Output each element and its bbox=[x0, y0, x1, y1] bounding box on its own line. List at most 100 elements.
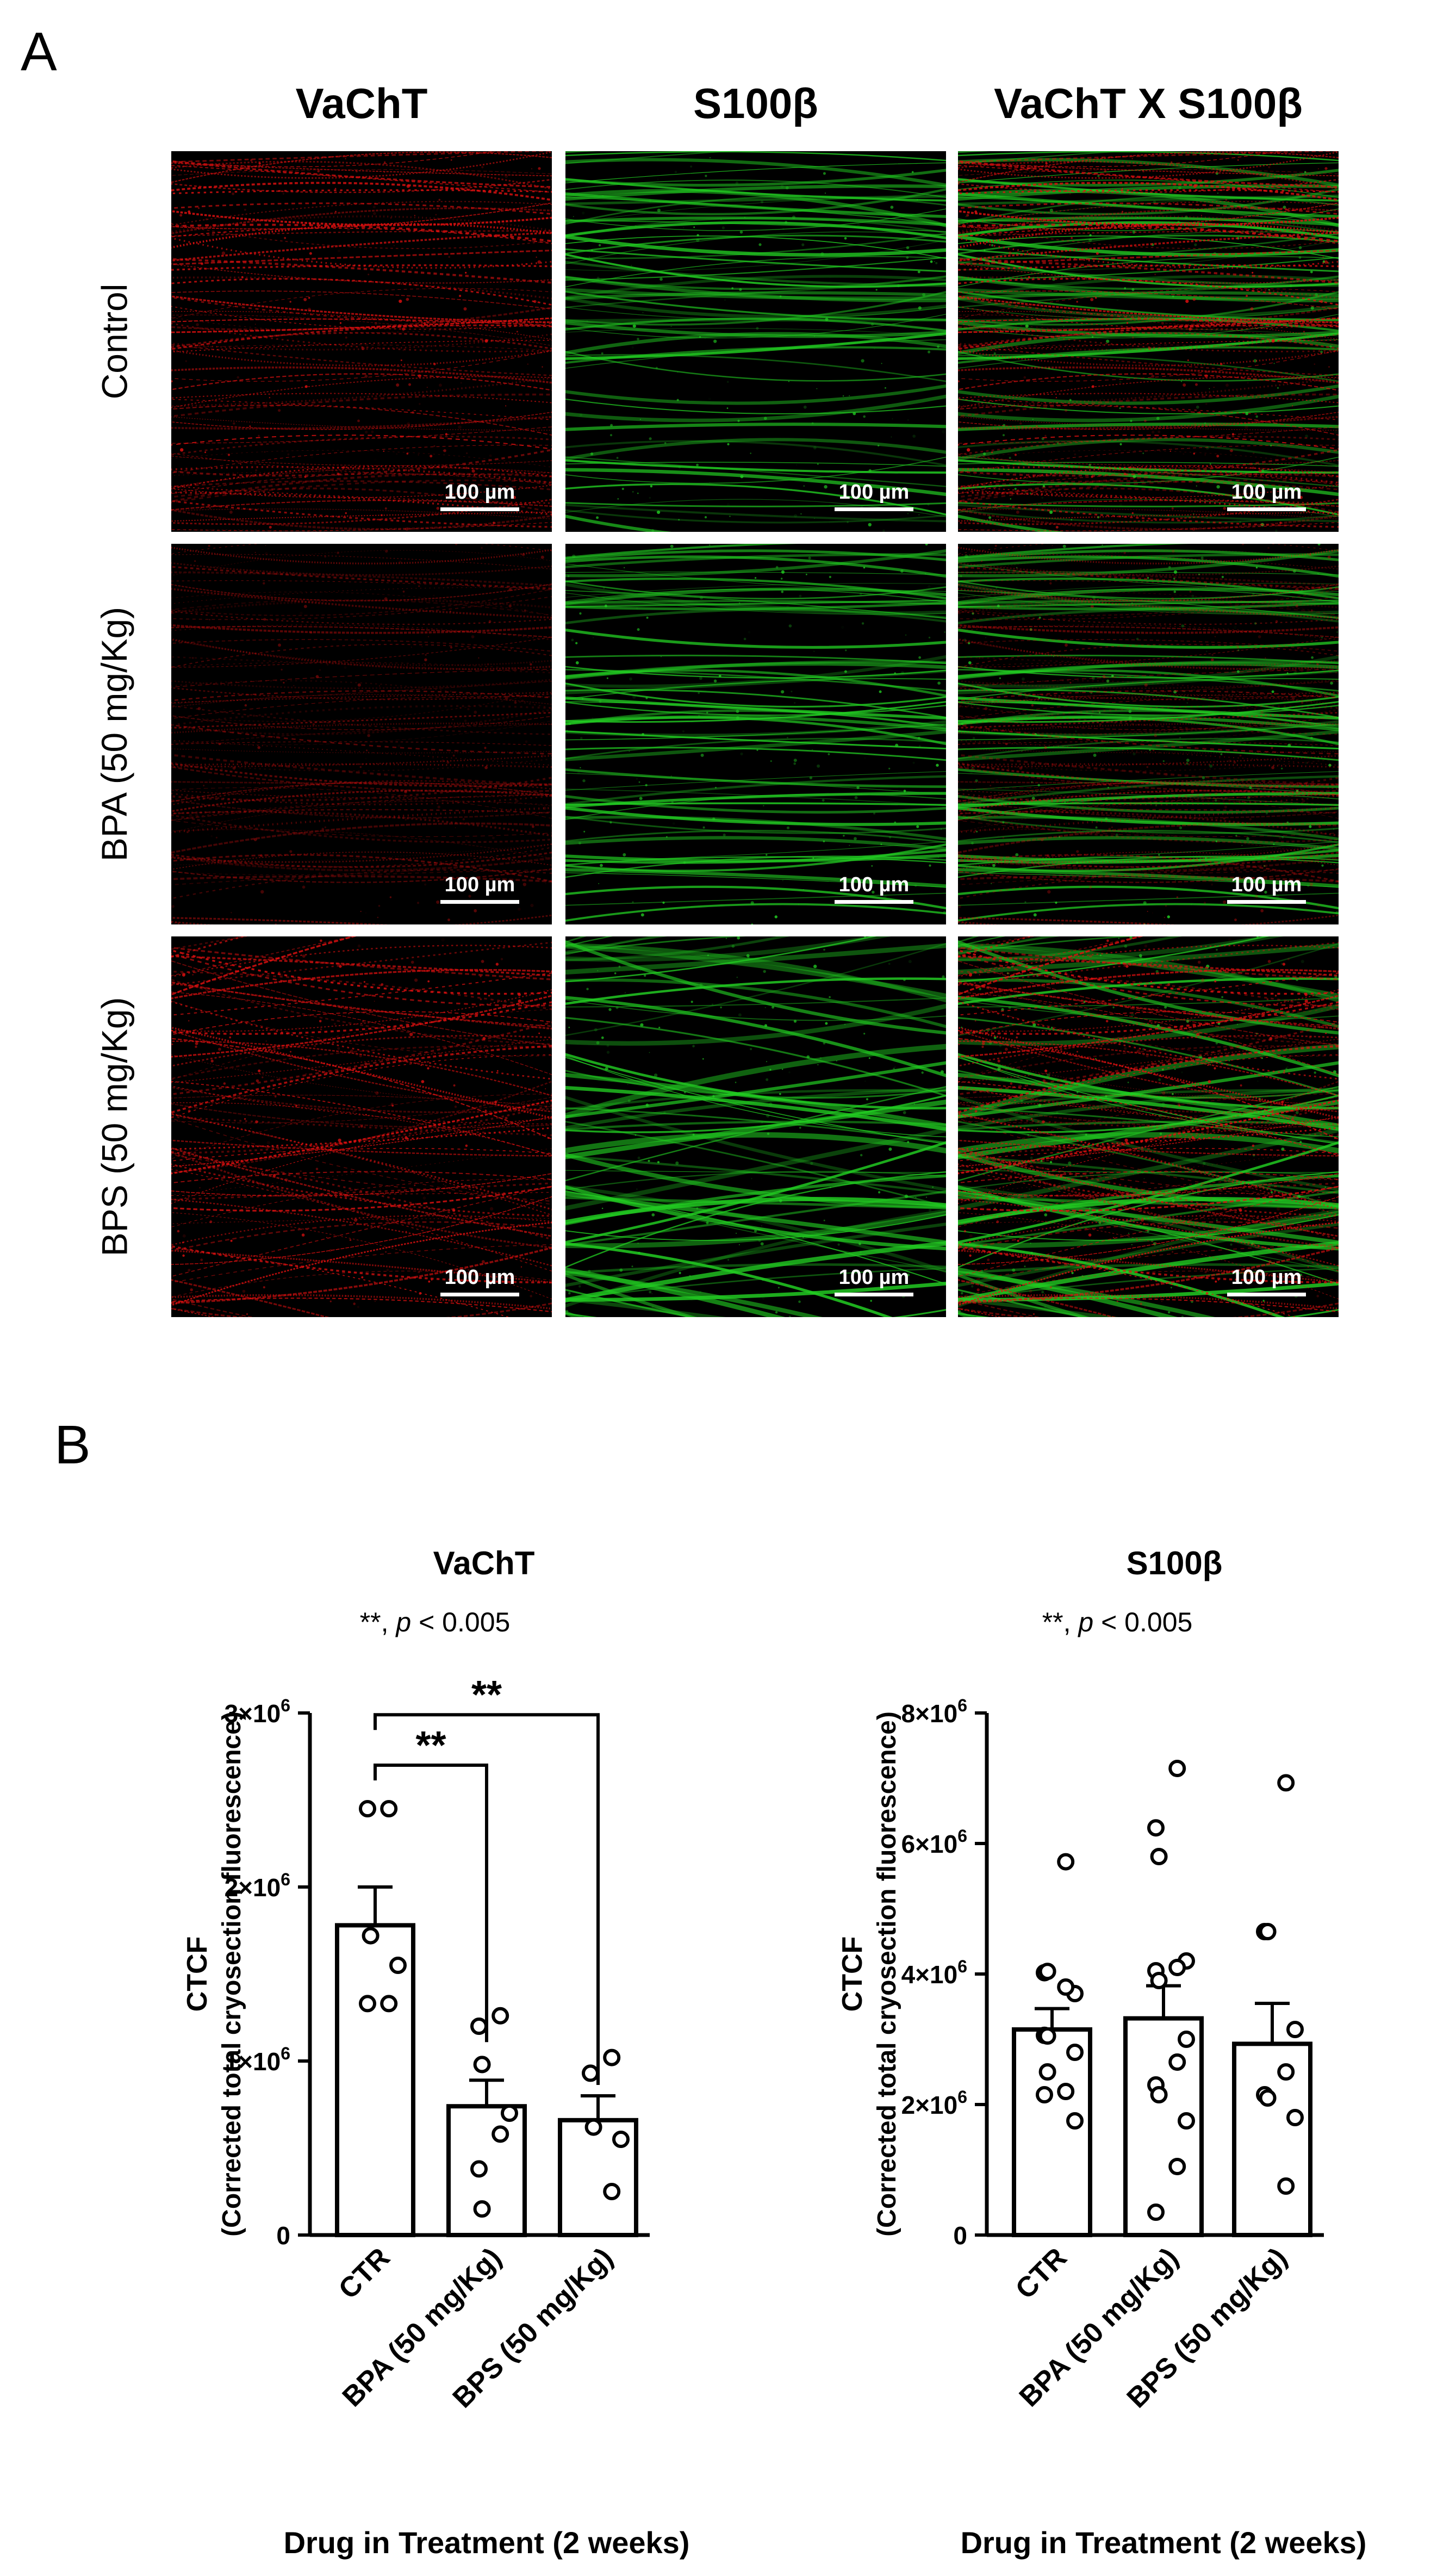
micrograph-bpa-s100b: 100 µm bbox=[565, 544, 946, 924]
data-point-s100b bbox=[1178, 2031, 1195, 2048]
micrograph-bps-s100b: 100 µm bbox=[565, 936, 946, 1317]
scale-bar-label: 100 µm bbox=[444, 481, 515, 504]
data-point-vacht bbox=[491, 2125, 509, 2143]
data-point-s100b bbox=[1286, 2021, 1304, 2038]
data-point-vacht bbox=[359, 1995, 376, 2013]
data-point-vacht bbox=[470, 2018, 488, 2035]
data-point-s100b bbox=[1066, 2044, 1084, 2061]
y-tick-label-vacht: 3×106 bbox=[225, 1696, 290, 1728]
scale-bar-line bbox=[835, 507, 913, 511]
scale-bar: 100 µm bbox=[440, 1266, 519, 1296]
scale-bar-label: 100 µm bbox=[444, 1266, 515, 1289]
scale-bar-label: 100 µm bbox=[838, 1266, 910, 1289]
significance-stars-vacht: ** bbox=[415, 1724, 446, 1767]
chart-title-s100b: S100β bbox=[1127, 1545, 1223, 1581]
data-point-s100b bbox=[1057, 2083, 1075, 2100]
scale-bar: 100 µm bbox=[440, 481, 519, 511]
data-point-vacht bbox=[380, 1800, 398, 1817]
scale-bar: 100 µm bbox=[1227, 873, 1306, 904]
chart-title-vacht: VaChT bbox=[433, 1545, 535, 1581]
y-axis-sublabel-vacht: (Corrected total cryosection fluorescenc… bbox=[217, 1711, 246, 2237]
data-point-s100b bbox=[1038, 2063, 1056, 2081]
y-tick-label-s100b: 6×106 bbox=[901, 1826, 967, 1858]
x-tick-label-vacht: CTR bbox=[333, 2242, 396, 2305]
x-axis-label-vacht: Drug in Treatment (2 weeks) bbox=[284, 2525, 690, 2560]
scale-bar: 100 µm bbox=[835, 873, 913, 904]
data-point-vacht bbox=[362, 1927, 379, 1945]
data-point-s100b bbox=[1147, 2203, 1165, 2221]
y-tick-label-vacht: 1×106 bbox=[225, 2044, 290, 2076]
y-axis-label-s100b: CTCF bbox=[837, 1936, 868, 2012]
significance-bracket-vacht bbox=[374, 1764, 488, 2043]
data-point-vacht bbox=[473, 2056, 491, 2074]
bar-s100b bbox=[1232, 2041, 1312, 2237]
data-point-s100b bbox=[1150, 2086, 1168, 2103]
significance-bracket-vacht bbox=[374, 1713, 600, 2085]
data-point-s100b bbox=[1057, 1853, 1075, 1871]
micrograph-control-s100b: 100 µm bbox=[565, 151, 946, 532]
scale-bar-line bbox=[440, 1293, 519, 1296]
column-title-vacht: VaChT bbox=[295, 79, 428, 127]
x-tick-label-s100b: CTR bbox=[1010, 2242, 1073, 2305]
scale-bar-line bbox=[1227, 1293, 1306, 1296]
data-point-vacht bbox=[584, 2118, 602, 2136]
scale-bar: 100 µm bbox=[835, 1266, 913, 1296]
column-title-s100b: S100β bbox=[693, 79, 818, 127]
scale-bar-line bbox=[835, 900, 913, 904]
scale-bar-label: 100 µm bbox=[838, 873, 910, 896]
data-point-s100b bbox=[1038, 1963, 1056, 1981]
data-point-s100b bbox=[1168, 1760, 1186, 1777]
x-axis-label-s100b: Drug in Treatment (2 weeks) bbox=[961, 2525, 1367, 2560]
y-axis-sublabel-s100b: (Corrected total cryosection fluorescenc… bbox=[873, 1711, 901, 2237]
data-point-s100b bbox=[1147, 1819, 1165, 1837]
data-point-s100b bbox=[1066, 2112, 1084, 2130]
data-point-s100b bbox=[1168, 1959, 1186, 1976]
scale-bar-line bbox=[440, 900, 519, 904]
data-point-vacht bbox=[612, 2131, 630, 2148]
data-point-s100b bbox=[1057, 1978, 1075, 1996]
scale-bar-label: 100 µm bbox=[1231, 873, 1302, 896]
data-point-s100b bbox=[1277, 2063, 1295, 2081]
data-point-vacht bbox=[491, 2007, 509, 2025]
data-point-vacht bbox=[501, 2105, 518, 2122]
data-point-s100b bbox=[1168, 2053, 1186, 2071]
scale-bar-label: 100 µm bbox=[1231, 1266, 1302, 1289]
data-point-s100b bbox=[1150, 1972, 1168, 1989]
y-tick-label-s100b: 8×106 bbox=[901, 1696, 967, 1728]
data-point-s100b bbox=[1150, 1848, 1168, 1865]
scale-bar: 100 µm bbox=[1227, 1266, 1306, 1296]
data-point-vacht bbox=[603, 2049, 621, 2066]
data-point-vacht bbox=[359, 1800, 376, 1817]
significance-note-s100b: **, p < 0.005 bbox=[1042, 1607, 1193, 1637]
micrograph-bps-vacht: 100 µm bbox=[171, 936, 552, 1317]
data-point-s100b bbox=[1178, 2112, 1195, 2130]
micrograph-control-merge: 100 µm bbox=[958, 151, 1339, 532]
data-point-vacht bbox=[389, 1957, 407, 1974]
data-point-s100b bbox=[1286, 2109, 1304, 2126]
scale-bar-label: 100 µm bbox=[1231, 481, 1302, 504]
data-point-s100b bbox=[1259, 1923, 1277, 1940]
data-point-s100b bbox=[1168, 2158, 1186, 2175]
scale-bar: 100 µm bbox=[835, 481, 913, 511]
data-point-s100b bbox=[1277, 2177, 1295, 2195]
scale-bar-line bbox=[1227, 900, 1306, 904]
y-tick-label-vacht: 2×106 bbox=[225, 1870, 290, 1902]
significance-stars-vacht: ** bbox=[471, 1673, 502, 1717]
micrograph-bpa-merge: 100 µm bbox=[958, 544, 1339, 924]
micrograph-bpa-vacht: 100 µm bbox=[171, 544, 552, 924]
y-tick-label-s100b: 2×106 bbox=[901, 2087, 967, 2119]
scale-bar-line bbox=[835, 1293, 913, 1296]
data-point-vacht bbox=[582, 2064, 599, 2082]
data-point-vacht bbox=[603, 2183, 621, 2200]
data-point-vacht bbox=[380, 1995, 398, 2013]
data-point-vacht bbox=[470, 2160, 488, 2178]
y-axis-label-vacht: CTCF bbox=[182, 1936, 213, 2012]
micrograph-control-vacht: 100 µm bbox=[171, 151, 552, 532]
scale-bar: 100 µm bbox=[440, 873, 519, 904]
data-point-s100b bbox=[1036, 2086, 1053, 2103]
scale-bar-line bbox=[1227, 507, 1306, 511]
panel-a-letter: A bbox=[21, 21, 57, 82]
significance-note-vacht: **, p < 0.005 bbox=[360, 1607, 511, 1637]
scale-bar-label: 100 µm bbox=[838, 481, 910, 504]
